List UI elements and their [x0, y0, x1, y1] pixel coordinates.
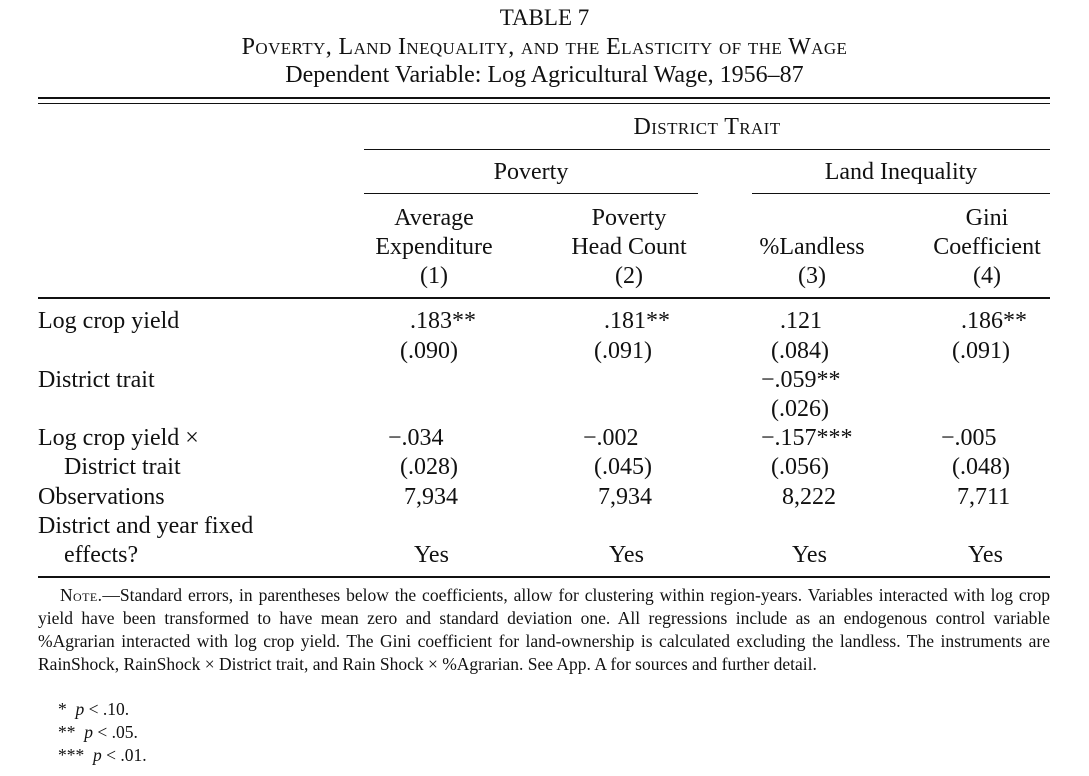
- col2-header-line1: Poverty: [591, 205, 667, 231]
- cell-fixed-effects-c4: Yes: [968, 542, 1003, 568]
- spanner-district-trait: District Trait: [633, 114, 781, 140]
- row-label-fixed-effects-line1: District and year fixed: [38, 513, 254, 539]
- cell-fixed-effects-c3: Yes: [792, 542, 827, 568]
- cell-interaction-se-c3: (.056): [771, 454, 829, 480]
- table-note: Note.—Standard errors, in parentheses be…: [38, 584, 1050, 676]
- cell-log-crop-yield-c2: .181**: [604, 308, 670, 334]
- cell-interaction-c4: −.005: [941, 425, 997, 451]
- footnote-p: p: [84, 722, 93, 742]
- col4-header-line2: Coefficient: [933, 234, 1041, 260]
- cell-interaction-c3: −.157***: [761, 425, 853, 451]
- row-label-interaction-line1: Log crop yield ×: [38, 425, 199, 451]
- col4-header-line1: Gini: [965, 205, 1009, 231]
- footnote-p05: ** p < .05.: [58, 721, 138, 744]
- footnote-p: p: [93, 745, 102, 765]
- group-poverty: Poverty: [493, 159, 569, 185]
- cell-fixed-effects-c1: Yes: [414, 542, 449, 568]
- col3-header-num: (3): [798, 263, 826, 289]
- cell-interaction-se-c4: (.048): [952, 454, 1010, 480]
- note-text: —Standard errors, in parentheses below t…: [38, 585, 1050, 674]
- col2-header-num: (2): [615, 263, 643, 289]
- col1-header-line1: Average: [394, 205, 474, 231]
- table-subtitle: Dependent Variable: Log Agricultural Wag…: [285, 62, 804, 88]
- cell-log-crop-yield-se-c3: (.084): [771, 338, 829, 364]
- cell-observations-c1: 7,934: [404, 484, 458, 510]
- footnote-stars: ***: [58, 745, 85, 765]
- footnote-p01: *** p < .01.: [58, 744, 147, 767]
- bottom-rule: [38, 576, 1050, 578]
- col2-header-line2: Head Count: [571, 234, 687, 260]
- top-rule-2: [38, 103, 1050, 104]
- row-label-district-trait: District trait: [38, 367, 155, 393]
- cell-log-crop-yield-se-c1: (.090): [400, 338, 458, 364]
- cell-fixed-effects-c2: Yes: [609, 542, 644, 568]
- cell-log-crop-yield-c3: .121: [780, 308, 822, 334]
- cell-log-crop-yield-c1: .183**: [410, 308, 476, 334]
- cell-interaction-c2: −.002: [583, 425, 639, 451]
- table-number: TABLE 7: [499, 5, 590, 30]
- col4-header-num: (4): [973, 263, 1001, 289]
- footnote-text: < .01.: [101, 745, 147, 765]
- group-rule-land: [752, 193, 1050, 194]
- top-rule-1: [38, 97, 1050, 99]
- cell-interaction-se-c1: (.028): [400, 454, 458, 480]
- note-label: Note.: [60, 585, 103, 605]
- row-label-fixed-effects-line2: effects?: [64, 542, 139, 568]
- footnote-stars: **: [58, 722, 76, 742]
- group-land-inequality: Land Inequality: [824, 159, 978, 185]
- cell-observations-c4: 7,711: [957, 484, 1011, 510]
- cell-log-crop-yield-se-c2: (.091): [594, 338, 652, 364]
- col1-header-num: (1): [420, 263, 448, 289]
- table-title: Poverty, Land Inequality, and the Elasti…: [241, 34, 848, 60]
- row-label-interaction-line2: District trait: [64, 454, 181, 480]
- footnote-p10: * p < .10.: [58, 698, 129, 721]
- header-rule: [38, 297, 1050, 299]
- col3-header-line2: %Landless: [759, 234, 865, 260]
- footnote-p: p: [75, 699, 85, 719]
- cell-interaction-c1: −.034: [388, 425, 444, 451]
- cell-interaction-se-c2: (.045): [594, 454, 652, 480]
- footnote-text: < .10.: [84, 699, 130, 719]
- cell-log-crop-yield-se-c4: (.091): [952, 338, 1010, 364]
- spanner-rule: [364, 149, 1050, 150]
- cell-observations-c2: 7,934: [598, 484, 652, 510]
- cell-log-crop-yield-c4: .186**: [961, 308, 1027, 334]
- footnote-stars: *: [58, 699, 67, 719]
- cell-observations-c3: 8,222: [782, 484, 836, 510]
- footnote-text: < .05.: [93, 722, 138, 742]
- row-label-log-crop-yield: Log crop yield: [38, 308, 180, 334]
- col1-header-line2: Expenditure: [375, 234, 493, 260]
- group-rule-poverty: [364, 193, 698, 194]
- cell-district-trait-c3: −.059**: [761, 367, 841, 393]
- cell-district-trait-se-c3: (.026): [771, 396, 829, 422]
- row-label-observations: Observations: [38, 484, 165, 510]
